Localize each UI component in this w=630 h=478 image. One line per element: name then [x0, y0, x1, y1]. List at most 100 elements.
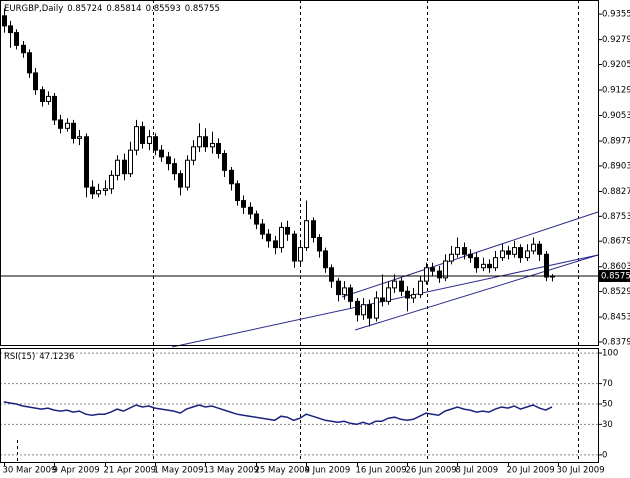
- candle-body: [411, 294, 416, 299]
- candle-body: [229, 169, 234, 185]
- candle-body: [90, 186, 95, 195]
- candle-body: [418, 280, 423, 296]
- candle-body: [166, 156, 171, 165]
- candle-body: [27, 52, 32, 74]
- candle-body: [248, 206, 253, 215]
- candle-body: [487, 263, 492, 269]
- rsi-line: [3, 401, 553, 426]
- candle-body: [443, 260, 448, 279]
- candle-body: [437, 270, 442, 279]
- candle-body: [474, 257, 479, 269]
- candle-body: [367, 304, 372, 319]
- candle-body: [292, 233, 297, 262]
- candle-body: [147, 136, 152, 144]
- y-tick-label: 50: [602, 399, 613, 409]
- candle-body: [191, 146, 196, 161]
- candle-body: [134, 126, 139, 151]
- candle-body: [140, 126, 145, 144]
- candle-body: [455, 247, 460, 255]
- candle-body: [40, 89, 45, 102]
- high-value: 0.85814: [106, 4, 141, 14]
- candle-body: [430, 267, 435, 272]
- candle-body: [323, 250, 328, 269]
- candle-body: [109, 174, 114, 190]
- candle-body: [260, 223, 265, 235]
- close-value: 0.85755: [185, 4, 220, 14]
- chart-header: EURGBP,Daily 0.85724 0.85814 0.85593 0.85755: [4, 4, 220, 14]
- candle-body: [266, 233, 271, 242]
- candle-body: [462, 247, 467, 255]
- candle-body: [115, 159, 120, 176]
- x-tick-label: 1 May 2009: [154, 466, 204, 476]
- rsi-title: RSI(15): [4, 352, 35, 362]
- candle-body: [185, 159, 190, 188]
- candle-body: [506, 250, 511, 255]
- candle-body: [493, 257, 498, 269]
- x-tick-label: 25 May 2009: [255, 466, 310, 476]
- candle-body: [518, 247, 523, 259]
- candle-body: [304, 220, 309, 249]
- candle-body: [84, 136, 89, 188]
- candle-body: [210, 142, 215, 148]
- candle-body: [203, 136, 208, 148]
- y-tick-label: 0: [602, 450, 607, 460]
- open-value: 0.85724: [67, 4, 102, 14]
- candle-body: [58, 119, 63, 129]
- candle-body: [46, 95, 51, 102]
- y-tick-label: 100: [602, 349, 618, 359]
- candle-body: [153, 136, 158, 151]
- candle-body: [380, 297, 385, 302]
- channel-lower: [354, 254, 599, 331]
- rsi-value: 47.1236: [39, 352, 74, 362]
- candle-body: [317, 237, 322, 252]
- x-tick-label: 26 Jun 2009: [406, 466, 457, 476]
- rsi-header: RSI(15) 47.1236: [4, 352, 74, 362]
- candle-body: [254, 213, 259, 225]
- candle-body: [279, 226, 284, 249]
- candle-body: [8, 25, 13, 34]
- candle-body: [128, 149, 133, 175]
- candle-body: [241, 200, 246, 208]
- candle-body: [424, 267, 429, 282]
- current-price-label: 0.85755: [601, 271, 630, 281]
- x-tick-label: 21 Apr 2009: [104, 466, 157, 476]
- candle-body: [500, 250, 505, 259]
- low-value: 0.85593: [146, 4, 181, 14]
- candle-body: [399, 280, 404, 292]
- candle-body: [103, 188, 108, 191]
- candle-body: [235, 183, 240, 202]
- main-frame: [0, 0, 599, 346]
- candle-body: [512, 247, 517, 255]
- candle-body: [14, 32, 19, 46]
- candle-body: [197, 136, 202, 148]
- period-separators: [17, 0, 579, 462]
- candle-body: [449, 253, 454, 262]
- candle-body: [386, 287, 391, 302]
- candle-body: [172, 163, 177, 175]
- candle-body: [468, 253, 473, 259]
- candle-body: [544, 253, 549, 278]
- candle-body: [159, 149, 164, 158]
- candle-body: [285, 226, 290, 235]
- x-tick-label: 4 Jun 2009: [305, 466, 351, 476]
- candle-body: [273, 240, 278, 249]
- candle-body: [329, 267, 334, 282]
- candle-body: [71, 122, 76, 139]
- candle-body: [525, 250, 530, 259]
- candle-body: [216, 142, 221, 155]
- candle-body: [77, 136, 82, 139]
- candle-body: [52, 95, 57, 121]
